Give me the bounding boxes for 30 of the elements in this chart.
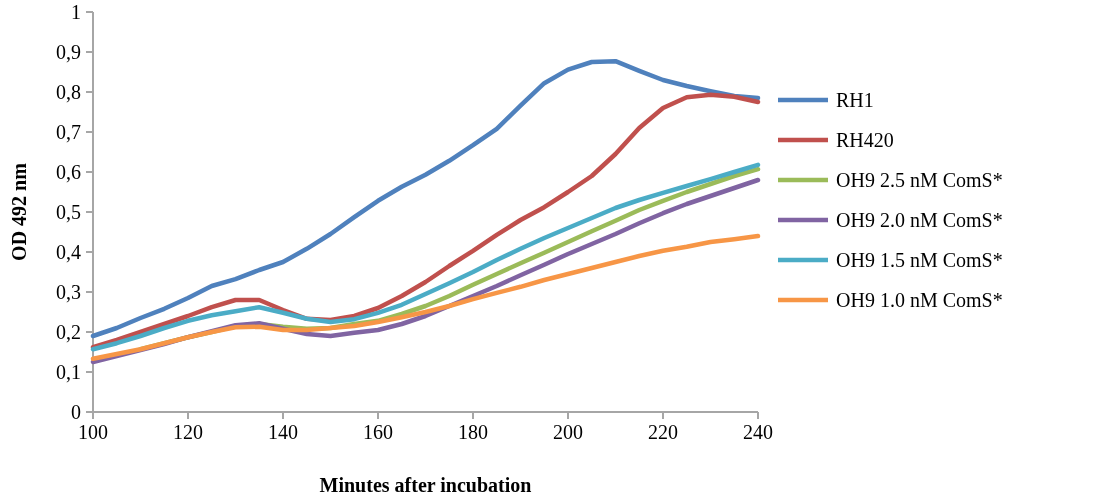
y-tick-label: 1 — [71, 1, 81, 23]
x-tick-label: 220 — [648, 421, 678, 443]
y-tick-label: 0,6 — [56, 161, 81, 183]
x-tick-label: 100 — [78, 421, 108, 443]
x-tick-label: 200 — [553, 421, 583, 443]
y-tick-label: 0,5 — [56, 201, 81, 223]
y-tick-label: 0,3 — [56, 281, 81, 303]
y-tick-label: 0,1 — [56, 361, 81, 383]
y-tick-label: 0,2 — [56, 321, 81, 343]
y-tick-label: 0,7 — [56, 121, 81, 143]
legend-label: OH9 2.0 nM ComS* — [836, 209, 1003, 231]
y-tick-label: 0,4 — [56, 241, 81, 263]
line-series — [90, 92, 761, 350]
y-tick-label: 0 — [71, 401, 81, 423]
x-tick-label: 180 — [458, 421, 488, 443]
line-series — [90, 233, 761, 362]
y-axis-title: OD 492 nm — [8, 162, 30, 261]
x-tick-label: 240 — [743, 421, 773, 443]
x-axis-title: Minutes after incubation — [319, 474, 532, 496]
x-tick-label: 120 — [173, 421, 203, 443]
legend-label: OH9 1.0 nM ComS* — [836, 289, 1003, 311]
y-tick-label: 0,8 — [56, 81, 81, 103]
legend-label: RH420 — [836, 129, 894, 151]
legend-label: OH9 1.5 nM ComS* — [836, 249, 1003, 271]
legend-label: OH9 2.5 nM ComS* — [836, 169, 1003, 191]
x-tick-label: 140 — [268, 421, 298, 443]
line-series — [90, 58, 761, 339]
y-tick-label: 0,9 — [56, 41, 81, 63]
x-tick-label: 160 — [363, 421, 393, 443]
legend-label: RH1 — [836, 89, 874, 111]
